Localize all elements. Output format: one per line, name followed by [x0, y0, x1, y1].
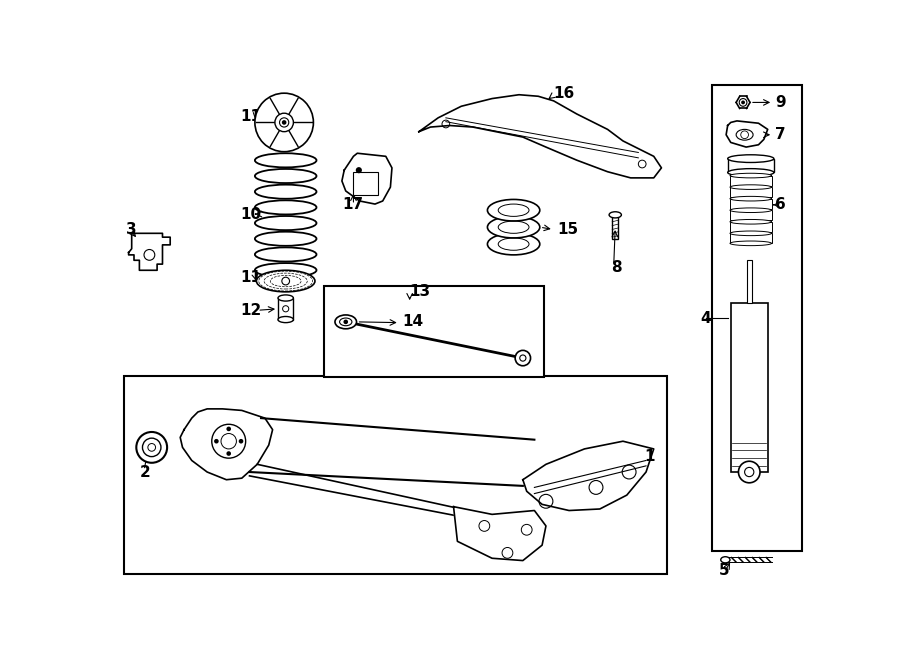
Text: 13: 13 [410, 284, 431, 299]
Polygon shape [129, 233, 170, 270]
Bar [730, 187, 771, 197]
Ellipse shape [278, 317, 293, 323]
Ellipse shape [730, 196, 771, 201]
Circle shape [227, 426, 231, 431]
Circle shape [136, 432, 167, 463]
Text: 11: 11 [240, 109, 261, 124]
Ellipse shape [730, 219, 771, 224]
Circle shape [227, 451, 231, 456]
Circle shape [282, 120, 286, 125]
Circle shape [344, 319, 348, 324]
Ellipse shape [730, 241, 771, 246]
Bar [124, 375, 667, 574]
Bar [730, 199, 771, 209]
Polygon shape [418, 95, 662, 178]
Bar [731, 303, 768, 472]
Ellipse shape [730, 173, 771, 178]
Text: 9: 9 [776, 95, 786, 110]
Ellipse shape [721, 557, 730, 563]
Circle shape [238, 439, 243, 444]
Text: 16: 16 [554, 86, 575, 100]
Circle shape [738, 461, 760, 483]
Ellipse shape [488, 200, 540, 221]
Ellipse shape [728, 169, 774, 176]
Ellipse shape [278, 295, 293, 301]
Ellipse shape [730, 231, 771, 235]
Text: 2: 2 [140, 465, 151, 479]
Circle shape [515, 350, 531, 366]
Ellipse shape [488, 233, 540, 255]
Bar [728, 159, 774, 173]
Ellipse shape [609, 212, 621, 218]
Text: 17: 17 [342, 196, 363, 212]
Bar [278, 298, 293, 319]
Bar [730, 210, 771, 220]
Text: 1: 1 [644, 449, 655, 464]
Ellipse shape [730, 185, 771, 190]
Circle shape [356, 167, 362, 173]
Text: 14: 14 [402, 313, 423, 329]
Bar [747, 260, 752, 303]
Bar [612, 215, 618, 239]
Ellipse shape [335, 315, 356, 329]
Polygon shape [726, 121, 768, 147]
Ellipse shape [488, 216, 540, 238]
Polygon shape [523, 442, 653, 510]
Polygon shape [180, 409, 273, 480]
Circle shape [741, 100, 745, 104]
Text: 11: 11 [240, 270, 261, 286]
Text: 6: 6 [776, 198, 787, 212]
Circle shape [214, 439, 219, 444]
Text: 12: 12 [240, 303, 262, 318]
Text: 7: 7 [776, 128, 786, 142]
Ellipse shape [256, 270, 315, 292]
Bar [354, 172, 378, 195]
Text: 8: 8 [611, 260, 622, 276]
Ellipse shape [730, 208, 771, 213]
Text: 5: 5 [718, 563, 729, 578]
Bar [730, 233, 771, 243]
Bar [324, 286, 544, 377]
Circle shape [274, 113, 293, 132]
Text: 3: 3 [125, 222, 136, 237]
Text: 15: 15 [557, 222, 579, 237]
Polygon shape [342, 153, 392, 204]
Text: 4: 4 [700, 311, 711, 325]
Bar [712, 85, 803, 551]
Text: 10: 10 [240, 207, 261, 221]
Bar [730, 222, 771, 232]
Polygon shape [454, 507, 546, 561]
Bar [730, 176, 771, 186]
Ellipse shape [728, 155, 774, 163]
Circle shape [255, 93, 313, 152]
